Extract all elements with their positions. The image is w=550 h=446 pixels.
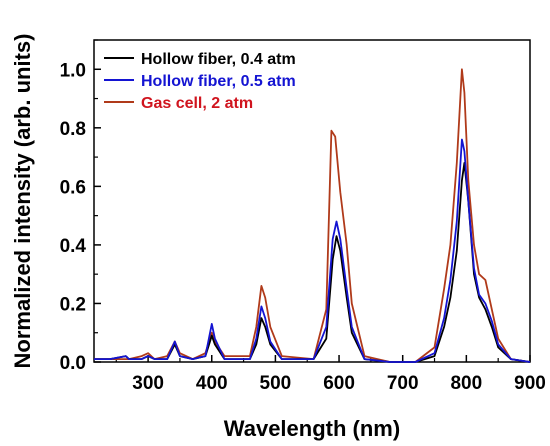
x-axis: 300 400 500 600 700 800 900 xyxy=(115,355,546,394)
series-line-2 xyxy=(94,68,531,363)
y-tick-label: 0.2 xyxy=(60,294,86,315)
y-tick-label: 0.6 xyxy=(60,177,86,198)
y-tick-label: 0.4 xyxy=(60,236,87,257)
legend: Hollow fiber, 0.4 atm Hollow fiber, 0.5 a… xyxy=(104,51,296,112)
plot-frame xyxy=(93,39,531,363)
y-tick-label: 0.8 xyxy=(60,119,86,140)
series-line-1 xyxy=(94,138,531,363)
x-tick-label: 900 xyxy=(514,373,546,394)
legend-label: Gas cell, 2 atm xyxy=(141,95,253,112)
y-tick-label: 1.0 xyxy=(60,60,86,81)
y-tick-label: 0.0 xyxy=(60,353,86,374)
x-axis-title: Wavelength (nm) xyxy=(224,416,400,441)
legend-label: Hollow fiber, 0.4 atm xyxy=(141,51,296,68)
x-tick-label: 600 xyxy=(323,373,355,394)
x-tick-label: 400 xyxy=(196,373,228,394)
legend-label: Hollow fiber, 0.5 atm xyxy=(141,73,296,90)
series-line-0 xyxy=(94,161,531,363)
y-axis-title: Normalized intensity (arb. units) xyxy=(10,34,35,369)
x-tick-label: 500 xyxy=(260,373,292,394)
series-lines xyxy=(94,68,531,363)
x-tick-label: 800 xyxy=(450,373,482,394)
x-tick-label: 700 xyxy=(387,373,419,394)
x-tick-label: 300 xyxy=(132,373,164,394)
y-axis: 0.0 0.2 0.4 0.6 0.8 1.0 xyxy=(60,39,101,374)
